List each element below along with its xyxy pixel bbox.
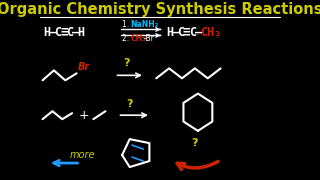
Text: NaNH₂: NaNH₂ xyxy=(131,20,159,29)
Text: H: H xyxy=(77,26,84,39)
Text: Organic Chemistry Synthesis Reactions: Organic Chemistry Synthesis Reactions xyxy=(0,2,320,17)
Text: C: C xyxy=(189,26,196,39)
Text: Br: Br xyxy=(78,62,90,72)
Text: ?: ? xyxy=(124,58,130,68)
Text: CH₃: CH₃ xyxy=(200,26,221,39)
Text: 1.: 1. xyxy=(122,20,132,29)
Text: C: C xyxy=(54,26,61,39)
Text: ?: ? xyxy=(126,99,133,109)
Text: more: more xyxy=(70,150,95,160)
Text: 2.: 2. xyxy=(122,34,132,43)
Text: ?: ? xyxy=(191,138,197,148)
Text: –: – xyxy=(172,26,179,39)
Text: –: – xyxy=(195,26,202,39)
Text: ≡: ≡ xyxy=(60,26,68,39)
Text: -Br: -Br xyxy=(143,34,154,43)
Text: H: H xyxy=(43,26,51,39)
Text: H: H xyxy=(166,26,173,39)
Text: ≡: ≡ xyxy=(183,26,190,39)
Text: CH₃: CH₃ xyxy=(131,34,146,43)
Text: +: + xyxy=(79,109,90,122)
Text: –: – xyxy=(72,26,79,39)
Text: –: – xyxy=(49,26,57,39)
Text: C: C xyxy=(177,26,184,39)
Text: C: C xyxy=(66,26,73,39)
